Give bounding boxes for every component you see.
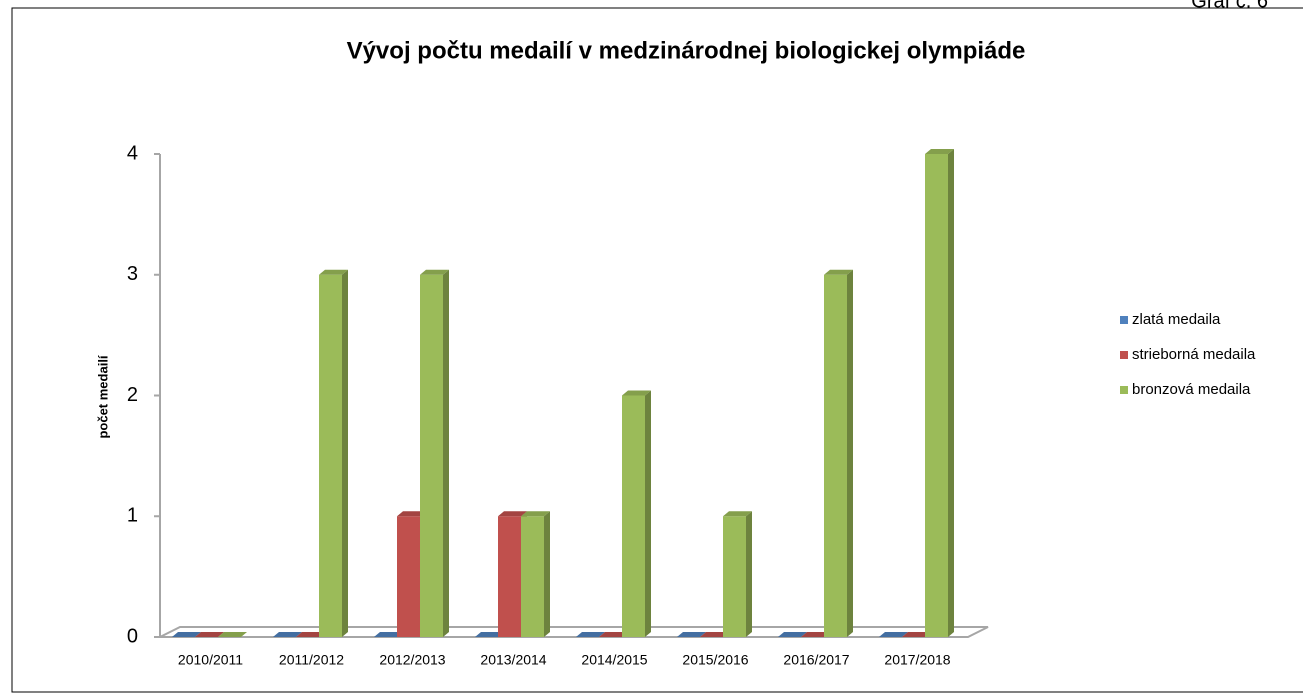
figure-label: Graf č. 6 <box>1191 0 1268 12</box>
bar-top <box>397 511 426 517</box>
bar <box>218 632 247 637</box>
bar-front <box>925 154 948 637</box>
bar-top <box>475 632 504 637</box>
bar-side <box>544 511 550 637</box>
bar <box>700 632 729 637</box>
legend-label: strieborná medaila <box>1132 346 1256 363</box>
bar-side <box>645 390 651 637</box>
bar-top <box>622 390 651 396</box>
bar-top <box>824 269 853 275</box>
x-tick-label: 2012/2013 <box>379 652 445 668</box>
bar <box>902 632 931 637</box>
x-tick-label: 2015/2016 <box>682 652 748 668</box>
y-tick-label: 1 <box>127 505 138 527</box>
bar <box>723 511 752 637</box>
bar-top <box>319 269 348 275</box>
bar <box>576 632 605 637</box>
bar <box>374 632 403 637</box>
bar <box>677 632 706 637</box>
y-tick-label: 3 <box>127 263 138 285</box>
bar-side <box>847 269 853 637</box>
x-tick-label: 2010/2011 <box>178 652 243 668</box>
bar-top <box>172 632 201 637</box>
x-tick-label: 2013/2014 <box>480 652 546 668</box>
bar-side <box>746 511 752 637</box>
bar <box>475 632 504 637</box>
bar-top <box>801 632 830 637</box>
legend-label: zlatá medaila <box>1132 311 1221 328</box>
bar-top <box>599 632 628 637</box>
bar-top <box>677 632 706 637</box>
y-tick-label: 2 <box>127 384 138 406</box>
bar-front <box>498 516 521 637</box>
bar <box>420 269 449 637</box>
x-tick-label: 2014/2015 <box>581 652 647 668</box>
x-tick-label: 2011/2012 <box>279 652 344 668</box>
x-tick-label: 2016/2017 <box>783 652 849 668</box>
bar-front <box>397 516 420 637</box>
legend-label: bronzová medaila <box>1132 381 1251 398</box>
x-tick-label: 2017/2018 <box>884 652 950 668</box>
bar <box>778 632 807 637</box>
bar <box>319 269 348 637</box>
bar <box>195 632 224 637</box>
bar-top <box>700 632 729 637</box>
bar <box>879 632 908 637</box>
bar <box>521 511 550 637</box>
bar-top <box>723 511 752 517</box>
y-tick-label: 0 <box>127 625 138 647</box>
y-axis-label: počet medailí <box>95 355 110 438</box>
chart-title: Vývoj počtu medailí v medzinárodnej biol… <box>347 37 1026 64</box>
bar-top <box>195 632 224 637</box>
bar <box>925 149 954 637</box>
bar <box>622 390 651 637</box>
legend-swatch <box>1120 351 1128 359</box>
bar-side <box>342 269 348 637</box>
bar <box>273 632 302 637</box>
bar-front <box>622 395 645 637</box>
bar-top <box>296 632 325 637</box>
bar-top <box>498 511 527 517</box>
bar <box>801 632 830 637</box>
chart-frame <box>11 7 1303 693</box>
bar <box>296 632 325 637</box>
bar-top <box>273 632 302 637</box>
y-tick-label: 4 <box>127 142 138 164</box>
bar-front <box>723 516 746 637</box>
bar-top <box>420 269 449 275</box>
bar <box>172 632 201 637</box>
bar-top <box>925 149 954 154</box>
bar-side <box>443 269 449 637</box>
bar <box>824 269 853 637</box>
bar-top <box>778 632 807 637</box>
bar-top <box>218 632 247 637</box>
bar <box>599 632 628 637</box>
bar-front <box>420 274 443 637</box>
bar-front <box>824 274 847 637</box>
bar-top <box>521 511 550 517</box>
legend-swatch <box>1120 316 1128 324</box>
bar-top <box>902 632 931 637</box>
bar-front <box>319 274 342 637</box>
legend-swatch <box>1120 386 1128 394</box>
bar-top <box>879 632 908 637</box>
bar-side <box>948 149 954 637</box>
bar-top <box>576 632 605 637</box>
bar-top <box>374 632 403 637</box>
bar-front <box>521 516 544 637</box>
